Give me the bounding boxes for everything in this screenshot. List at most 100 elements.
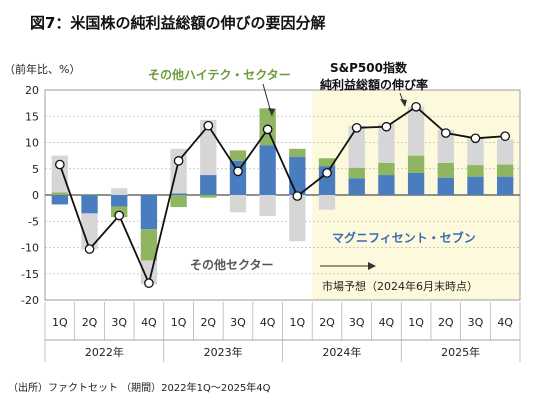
bar-segment — [81, 195, 98, 214]
bar-segment — [318, 195, 336, 210]
bar-segment — [437, 177, 454, 195]
y-tick-label: 0 — [32, 189, 39, 202]
forecast-arrow-head — [368, 262, 376, 270]
legend-label-sp500-line2: 純利益総額の伸び率 — [320, 77, 428, 92]
plot-frame — [44, 89, 521, 301]
bar-segment — [200, 175, 217, 195]
bar-segment — [496, 176, 514, 195]
y-tick-label: 15 — [25, 110, 39, 123]
bar-segment — [467, 137, 484, 166]
bar-segment — [229, 195, 247, 213]
y-tick-label: -5 — [28, 215, 39, 228]
bar-segment — [170, 195, 187, 208]
bar-segment — [437, 162, 454, 178]
x-tick-label: 4Q — [379, 316, 395, 329]
sp500-growth-point — [84, 244, 95, 254]
x-tick-label: 3Q — [468, 316, 484, 329]
bar-segment — [289, 156, 306, 195]
x-tick-label: 1Q — [408, 316, 424, 329]
bar-segment — [496, 164, 514, 177]
bar-segment — [318, 158, 336, 167]
bar-segment — [111, 188, 128, 195]
sp500-growth-point — [292, 191, 303, 201]
x-tick-label: 4Q — [141, 316, 157, 329]
sp500-pointer-head — [400, 99, 407, 107]
bar-segment — [407, 106, 425, 156]
bar-segment — [348, 125, 365, 168]
bar-segment — [467, 176, 484, 195]
y-tick-label: 10 — [25, 137, 39, 150]
sp500-growth-point — [233, 166, 243, 177]
sp500-growth-point — [173, 156, 184, 166]
year-label: 2022年 — [85, 345, 124, 359]
sp500-growth-point — [262, 124, 273, 135]
bar-segment — [289, 148, 306, 157]
x-tick-label: 2Q — [438, 316, 454, 329]
year-label: 2023年 — [204, 345, 243, 359]
bar-segment — [81, 193, 98, 195]
bar-segment — [259, 195, 276, 216]
legend-label-other-tech: その他ハイテク・セクター — [148, 67, 291, 82]
bar-segment — [170, 193, 187, 195]
bar-segment — [229, 150, 247, 161]
year-label: 2025年 — [441, 345, 480, 359]
y-tick-label: -10 — [21, 242, 39, 255]
bar-segment — [111, 195, 128, 207]
sp500-growth-point — [114, 210, 125, 221]
bar-segment — [140, 229, 158, 261]
x-tick-label: 4Q — [497, 316, 513, 329]
series-line — [54, 101, 511, 289]
source-note: （出所）ファクトセット （期間）2022年1Q～2025年4Q — [8, 381, 271, 394]
bar-segment — [229, 160, 247, 195]
bar-segment — [140, 195, 158, 230]
x-tick-label: 3Q — [230, 316, 246, 329]
x-tick-label: 1Q — [52, 316, 68, 329]
year-label: 2024年 — [322, 345, 361, 359]
bar-segment — [348, 178, 365, 195]
sp500-growth-line — [58, 105, 506, 287]
other-tech-pointer-head — [268, 108, 275, 116]
x-tick-label: 1Q — [171, 316, 187, 329]
chart-title: 図7：米国株の純利益総額の伸びの要因分解 — [30, 14, 325, 32]
sp500-growth-point — [203, 120, 214, 131]
bar-segment — [200, 119, 217, 176]
bar-segment — [378, 162, 395, 176]
x-tick-label: 2Q — [319, 316, 335, 329]
sp500-growth-point — [54, 159, 65, 170]
y-tick-label: 5 — [32, 163, 39, 176]
sp500-growth-point — [500, 131, 511, 142]
bar-segment — [51, 195, 69, 205]
bar-segment — [378, 175, 395, 195]
x-tick-label: 2Q — [82, 316, 98, 329]
sp500-growth-point — [351, 122, 362, 133]
y-tick-label: -20 — [21, 294, 39, 307]
bar-segment — [51, 192, 69, 195]
x-tick-label: 3Q — [111, 316, 127, 329]
sp500-growth-point — [411, 101, 421, 112]
bar-segment — [407, 172, 425, 195]
bar-segment — [259, 145, 276, 195]
bar-segment — [200, 195, 217, 198]
legend-label-other-sectors: その他セクター — [190, 257, 274, 272]
y-tick-label: -15 — [21, 268, 39, 281]
y-tick-label: 20 — [25, 84, 39, 97]
bar-segment — [496, 139, 514, 165]
x-tick-label: 4Q — [260, 316, 276, 329]
bar-segment — [407, 155, 425, 173]
axes: 1Q 2Q 3Q 4Q 1Q 2Q 3Q 4Q 1Q 2Q 3Q 4Q 1Q 2Q 3Q 4Q 2022年 202… — [44, 89, 521, 362]
x-tick-label: 1Q — [290, 316, 306, 329]
bar-segment — [378, 123, 395, 163]
sp500-growth-point — [470, 133, 481, 144]
legend-label-sp500-line1: S&P500指数 — [330, 60, 408, 75]
x-tick-label: 3Q — [349, 316, 365, 329]
bar-segment — [289, 195, 306, 242]
sp500-growth-point — [440, 128, 451, 138]
x-tick-label: 2Q — [200, 316, 216, 329]
sp500-growth-point — [381, 121, 392, 132]
sp500-growth-point — [322, 168, 332, 178]
bar-segment — [348, 167, 365, 179]
y-axis-unit: （前年比、%） — [4, 62, 80, 76]
bar-segment — [467, 165, 484, 177]
forecast-label: 市場予想（2024年6月末時点） — [322, 279, 478, 293]
